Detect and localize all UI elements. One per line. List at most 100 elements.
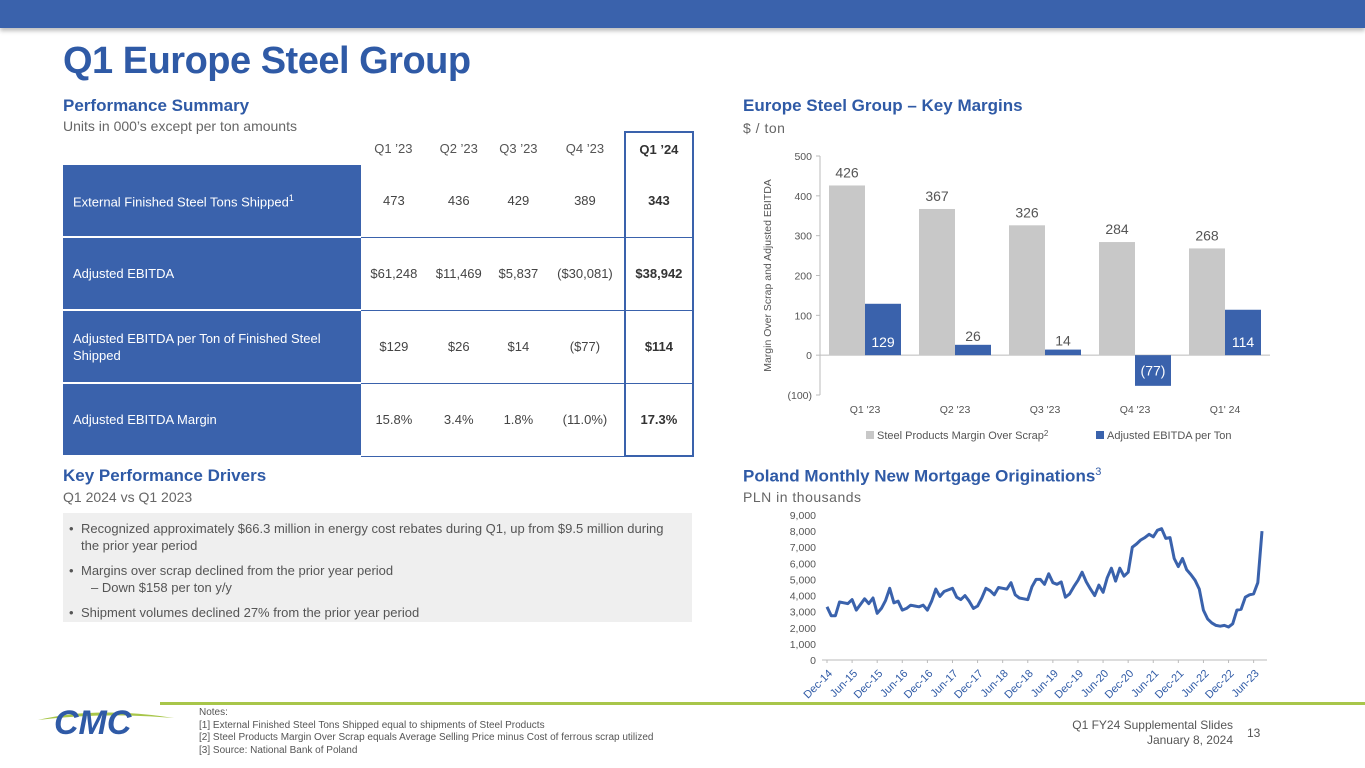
- table-cell: $129: [359, 310, 427, 384]
- page-title: Q1 Europe Steel Group: [63, 40, 471, 82]
- legend-swatch-margin: [866, 431, 874, 439]
- footer-date: January 8, 2024: [1146, 733, 1233, 747]
- table-cell: 429: [490, 165, 547, 238]
- bar-margin-over-scrap: [1099, 242, 1135, 356]
- drivers-subheading: Q1 2024 vs Q1 2023: [63, 489, 193, 505]
- y-tick-label: 300: [794, 231, 812, 243]
- mortgage-line-chart: 0 1,000 2,000 3,000 4,000 5,000 6,000 7,000 8,00…: [790, 510, 1267, 702]
- legend-swatch-ebitda: [1096, 431, 1104, 439]
- margins-subheading: $ / ton: [743, 120, 786, 136]
- footer-deck-title: Q1 FY24 Supplemental Slides: [1072, 718, 1233, 732]
- drivers-heading: Key Performance Drivers: [63, 466, 267, 485]
- notes-title: Notes:: [199, 707, 228, 718]
- y-tick-label: 6,000: [790, 558, 816, 570]
- y-tick-label: 100: [794, 310, 812, 322]
- y-tick-label: 9,000: [790, 510, 816, 522]
- table-cell-current: $38,942: [623, 237, 695, 311]
- table-cell: $26: [426, 310, 491, 384]
- performance-heading: Performance Summary: [63, 96, 250, 115]
- row-label: Adjusted EBITDA: [63, 237, 360, 311]
- bar-adjusted-ebitda: [955, 344, 991, 356]
- page-number: 13: [1247, 726, 1261, 740]
- footnotes: Notes: [1] External Finished Steel Tons …: [199, 707, 653, 757]
- y-tick-label: 4,000: [790, 591, 816, 603]
- footer-divider: [160, 702, 1365, 705]
- table-corner: [63, 132, 360, 165]
- column-header: Q2 ’23: [439, 141, 478, 156]
- table-cell: 389: [546, 165, 625, 238]
- y-tick-label: 8,000: [790, 526, 816, 538]
- table-cell: $61,248: [359, 237, 427, 311]
- y-tick-label: 500: [794, 151, 812, 163]
- list-item: • Shipment volumes declined 27% from the …: [69, 605, 420, 620]
- table-cell: ($30,081): [546, 237, 625, 311]
- x-tick-label: Dec-22: [1203, 668, 1237, 702]
- table-cell: (11.0%): [546, 383, 625, 457]
- table-cell: $5,837: [490, 237, 547, 311]
- table-cell: 473: [359, 165, 427, 238]
- y-tick-label: 0: [806, 350, 812, 362]
- column-header-current: Q1 ’24: [623, 131, 695, 165]
- data-label: 129: [871, 334, 895, 350]
- note-line: [1] External Finished Steel Tons Shipped…: [199, 719, 545, 731]
- x-tick-label: Dec-14: [802, 668, 836, 702]
- y-tick-label: 3,000: [790, 607, 816, 619]
- column-header: Q3 ’23: [499, 141, 538, 156]
- x-tick-label: Dec-19: [1053, 668, 1087, 702]
- data-label: 426: [835, 164, 859, 180]
- series-line: [825, 527, 1264, 629]
- x-tick-label: Jun-23: [1229, 668, 1261, 700]
- x-tick-label: Dec-15: [852, 668, 886, 702]
- bar-adjusted-ebitda: [1135, 355, 1171, 386]
- table-cell: $11,469: [426, 237, 491, 311]
- x-tick-label: Q2 '23: [940, 404, 971, 416]
- data-label: 284: [1105, 221, 1129, 237]
- mortgage-heading: Poland Monthly New Mortgage Originations…: [743, 466, 1102, 486]
- y-tick-label: 0: [810, 655, 816, 667]
- table-cell-current: 343: [623, 165, 695, 238]
- x-tick-label: Q1' 24: [1210, 404, 1241, 416]
- bar-margin-over-scrap: [919, 208, 955, 356]
- svg-text:CMC: CMC: [54, 704, 132, 742]
- legend-label-ebitda: Adjusted EBITDA per Ton: [1107, 430, 1232, 442]
- table-cell: 3.4%: [426, 383, 491, 457]
- drivers-box: • Recognized approximately $66.3 million …: [63, 513, 692, 622]
- bar-margin-over-scrap: [1189, 248, 1225, 356]
- list-item: • Recognized approximately $66.3 million …: [69, 521, 664, 553]
- margins-bar-chart: Margin Over Scrap and Adjusted EBITDA (10…: [762, 151, 1270, 442]
- row-label: External Finished Steel Tons Shipped1: [63, 165, 360, 238]
- y-tick-label: 2,000: [790, 623, 816, 635]
- data-label: 114: [1232, 334, 1255, 350]
- list-item: • Margins over scrap declined from the pr…: [69, 563, 394, 595]
- table-cell: 15.8%: [359, 383, 427, 457]
- x-tick-label: Dec-17: [952, 668, 986, 702]
- performance-table: Q1 ’23 Q2 ’23 Q3 ’23 Q4 ’23 Q1 ’24 Exter…: [63, 131, 695, 457]
- x-tick-label: Q4 '23: [1120, 404, 1151, 416]
- x-tick-label: Dec-21: [1153, 668, 1187, 702]
- table-cell: 1.8%: [490, 383, 547, 457]
- y-tick-label: 200: [794, 271, 812, 283]
- mortgage-subheading: PLN in thousands: [743, 489, 862, 505]
- note-line: [2] Steel Products Margin Over Scrap equ…: [199, 732, 654, 743]
- bar-adjusted-ebitda: [865, 303, 901, 356]
- y-tick-label: 1,000: [790, 639, 816, 651]
- data-label: (77): [1141, 363, 1166, 379]
- row-label: Adjusted EBITDA Margin: [63, 383, 360, 457]
- data-label: 14: [1055, 333, 1071, 349]
- column-header: Q4 ’23: [565, 141, 605, 156]
- x-tick-label: Dec-16: [902, 668, 936, 702]
- legend-label-margin: Steel Products Margin Over Scrap2: [877, 429, 1049, 442]
- y-tick-label: (100): [787, 390, 812, 402]
- note-line: [3] Source: National Bank of Poland: [199, 744, 358, 756]
- table-cell-current: 17.3%: [623, 383, 695, 457]
- data-label: 367: [925, 188, 949, 204]
- y-axis-title: Margin Over Scrap and Adjusted EBITDA: [762, 179, 774, 372]
- y-tick-label: 7,000: [790, 542, 816, 554]
- y-tick-label: 5,000: [790, 574, 816, 586]
- x-tick-label: Q3 '23: [1030, 404, 1061, 416]
- y-tick-label: 400: [794, 191, 812, 203]
- data-label: 26: [965, 328, 981, 344]
- x-tick-label: Q1 '23: [850, 404, 881, 416]
- table-cell: ($77): [546, 310, 625, 384]
- column-header: Q1 ’23: [374, 141, 413, 156]
